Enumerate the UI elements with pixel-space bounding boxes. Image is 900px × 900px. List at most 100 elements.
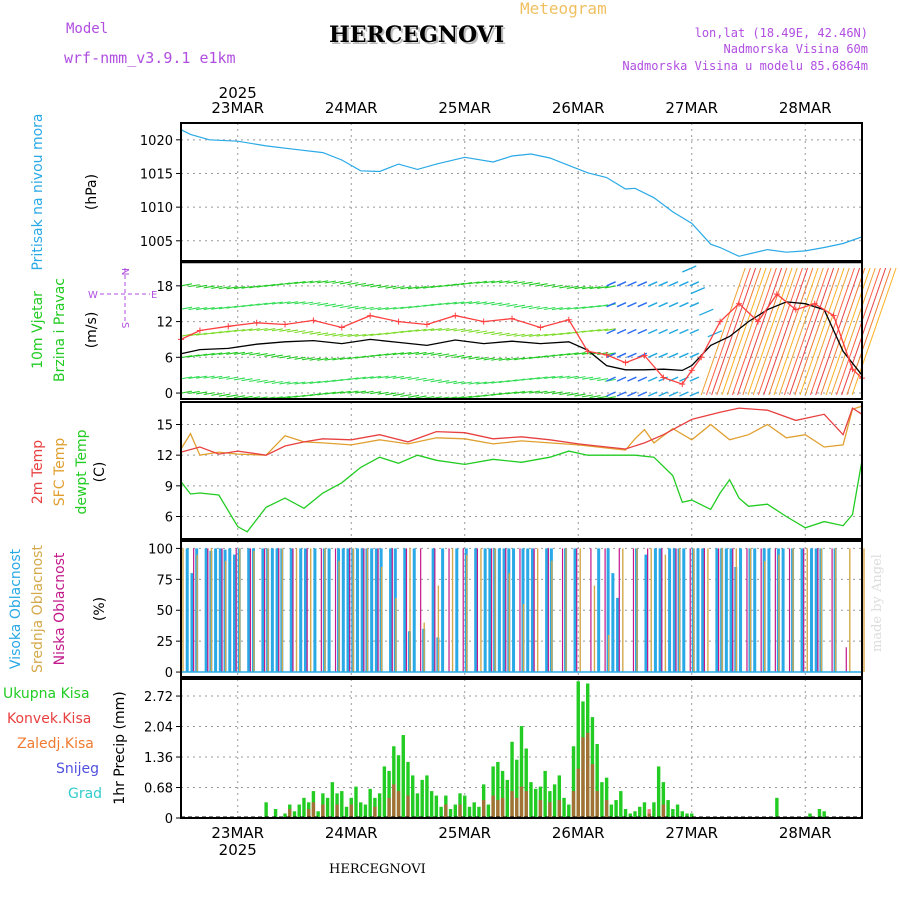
wind-barb	[544, 354, 556, 358]
wind-barb	[347, 282, 359, 286]
precip-bar	[661, 804, 666, 818]
wind-unit-label: (m/s)	[84, 312, 100, 349]
wind-barb	[339, 281, 351, 285]
wind-barb-blue	[616, 391, 627, 397]
cloud-bar	[547, 548, 549, 673]
pressure-unit-label: (hPa)	[84, 174, 100, 210]
precip-bar	[614, 800, 618, 818]
wind-barb	[423, 285, 435, 289]
wind-barb	[528, 333, 541, 337]
wind-barb	[180, 306, 193, 310]
wind-barb	[256, 284, 268, 288]
cloud-high-label: Visoka Oblacnost	[8, 548, 24, 669]
precip-bar	[297, 804, 301, 818]
wind-barb	[324, 303, 336, 307]
top-date-label: 27MAR	[665, 99, 718, 117]
wind-barb	[415, 395, 427, 399]
cloud-mid-label: Srednja Oblacnost	[30, 545, 46, 673]
wind-barb	[574, 286, 586, 290]
pressure-ytick-label: 1010	[140, 201, 173, 216]
cloud-bar	[579, 548, 581, 673]
precip-bar	[548, 802, 552, 818]
cloud-bar	[658, 548, 662, 673]
precip-bar	[642, 802, 647, 818]
cloud-bar	[185, 548, 189, 673]
precip-bar	[406, 761, 410, 818]
cloud-bar	[221, 548, 223, 673]
wind-barb	[301, 301, 314, 305]
precip-bar	[633, 811, 637, 818]
wind-barb	[233, 377, 246, 381]
cloud-bar	[207, 548, 209, 673]
cloud-bar	[749, 548, 752, 673]
wind-barb	[309, 380, 321, 385]
wind-barb-cyan	[699, 308, 714, 316]
cloud-bar	[644, 554, 648, 673]
wind-barb	[423, 303, 435, 307]
wind-barb	[468, 381, 480, 385]
wind-gust-marker	[310, 317, 317, 324]
wind-barb	[551, 353, 563, 357]
cloud-bar	[636, 548, 638, 673]
cloud-bar	[664, 554, 667, 673]
wind-barb-blue	[627, 302, 637, 308]
wind-barb	[476, 356, 488, 361]
cloud-bar	[434, 548, 436, 673]
wind-barb	[211, 285, 223, 289]
wind-barb	[400, 330, 412, 334]
wind-barb	[392, 306, 404, 310]
wind-barb	[324, 357, 336, 361]
wind-barb	[574, 352, 586, 356]
wind-gust-marker	[584, 348, 591, 355]
cloud-bar	[441, 548, 445, 673]
model-elevation-label: Nadmorska Visina u modelu 85.6864m	[622, 59, 868, 73]
wind-barb	[597, 304, 609, 308]
cloud-bar	[650, 548, 652, 673]
wind-barb	[453, 282, 465, 286]
cloud-bar	[760, 548, 762, 673]
wind-ytick-label: 0	[165, 387, 173, 402]
wind-barb	[521, 390, 533, 394]
wind-barb-blue	[658, 281, 668, 287]
cloud-bar	[281, 548, 284, 673]
wind-barb-blue	[616, 281, 627, 287]
wind-barb	[377, 391, 389, 395]
cloud-bar	[483, 548, 487, 673]
wind-barb	[264, 301, 276, 306]
cloud-bar	[455, 548, 459, 673]
wind-barb	[544, 333, 556, 337]
wind-gust-marker	[660, 374, 667, 381]
precip-bar	[411, 775, 415, 818]
cloud-bar	[721, 548, 723, 673]
model-name: wrf-nmm_v3.9.1 e1km	[64, 49, 236, 67]
cloud-bar	[530, 548, 534, 673]
cloud-bar	[370, 548, 374, 673]
wind-barb	[196, 332, 208, 336]
wind-strong-barb	[783, 267, 829, 396]
cloud-bar	[763, 560, 766, 673]
precip-legend-3: Snijeg	[56, 761, 99, 777]
wind-barb	[597, 285, 609, 289]
wind-strong-barb	[700, 267, 746, 396]
wind-gust-marker	[253, 319, 260, 326]
precip-bar	[486, 804, 491, 818]
wind-ytick-label: 18	[156, 280, 173, 295]
wind-barb-blue	[679, 352, 689, 358]
cloud-bar	[391, 548, 393, 673]
cloud-low-label: Niska Oblacnost	[52, 552, 68, 665]
wind-barb	[354, 376, 367, 380]
cloud-bar	[696, 548, 700, 673]
precip-bar	[775, 797, 779, 818]
bottom-date-label: 27MAR	[665, 824, 718, 842]
wind-gust-line	[180, 293, 863, 385]
top-date-label: 26MAR	[552, 99, 605, 117]
cloud-bar	[320, 548, 322, 673]
wind-barb	[347, 333, 359, 338]
wind-barb-blue	[627, 376, 637, 382]
wind-barb	[468, 395, 480, 399]
wind-barb	[339, 333, 351, 337]
wind-barb	[445, 328, 457, 332]
wind-barb	[559, 332, 571, 336]
wind-gust-marker	[282, 321, 289, 328]
wind-barb	[226, 376, 238, 380]
